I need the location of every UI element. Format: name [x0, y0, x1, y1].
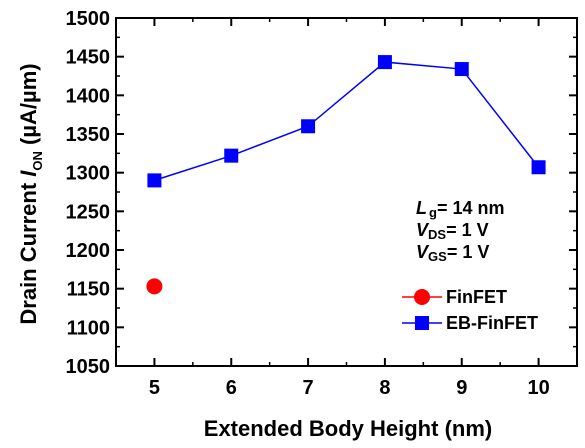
legend-eb-finfet-label: EB-FinFET — [446, 313, 538, 333]
y-axis-title-unit: (µA/µm) — [16, 63, 41, 151]
axes: 1050 1100 1150 1200 1250 1300 1350 1400 1450 1500… — [66, 8, 578, 399]
y-axis-title: Drain Current ION (µA/µm) — [16, 63, 45, 324]
legend-finfet-marker — [414, 289, 430, 305]
eb-finfet-point — [454, 62, 469, 77]
eb-finfet-point — [531, 160, 546, 175]
annotation-vgs-value: = 1 V — [447, 242, 490, 262]
y-tick-label: 1350 — [66, 124, 111, 146]
annotation-gate-length-symbol: L — [416, 198, 427, 218]
y-axis-title-symbol: I — [16, 170, 41, 177]
x-tick-label: 6 — [226, 377, 237, 399]
y-tick-label: 1300 — [66, 163, 111, 185]
y-tick-label: 1050 — [66, 356, 111, 378]
legend: FinFET EB-FinFET — [402, 287, 538, 333]
x-tick-label: 5 — [149, 377, 160, 399]
data-series — [146, 55, 546, 295]
annotation-vgs: VGS= 1 V — [416, 242, 489, 264]
x-axis-title: Extended Body Height (nm) — [204, 416, 492, 441]
y-tick-label: 1400 — [66, 85, 111, 107]
annotation-vgs-symbol: V — [416, 242, 430, 262]
x-tick-label: 9 — [456, 377, 467, 399]
annotation-vds-value: = 1 V — [446, 220, 489, 240]
eb-finfet-point — [147, 173, 162, 188]
annotation-vds: VDS= 1 V — [416, 220, 489, 242]
annotation-gate-length-value: = 14 nm — [437, 198, 505, 218]
y-axis-title-subscript: ON — [30, 151, 45, 171]
x-tick-label: 10 — [527, 377, 549, 399]
y-tick-label: 1250 — [66, 201, 111, 223]
y-tick-label: 1450 — [66, 47, 111, 69]
eb-finfet-point — [377, 55, 392, 70]
y-tick-label: 1200 — [66, 240, 111, 262]
y-tick-label: 1500 — [66, 8, 111, 30]
eb-finfet-point — [224, 148, 239, 163]
annotation-vgs-subscript: GS — [428, 249, 447, 264]
annotation-gate-length-subscript: g — [429, 205, 437, 220]
finfet-point — [146, 278, 163, 295]
annotation-vds-subscript: DS — [428, 227, 446, 242]
legend-finfet-label: FinFET — [446, 287, 507, 307]
y-tick-label: 1150 — [67, 279, 110, 301]
eb-finfet-line — [154, 61, 540, 182]
x-tick-label: 8 — [379, 377, 390, 399]
annotation-vds-symbol: V — [416, 220, 430, 240]
y-tick-label: 1100 — [67, 317, 110, 339]
y-axis-title-prefix: Drain Current — [16, 177, 41, 325]
eb-finfet-point — [301, 119, 316, 134]
legend-eb-finfet-marker — [415, 316, 429, 330]
x-tick-label: 7 — [303, 377, 314, 399]
